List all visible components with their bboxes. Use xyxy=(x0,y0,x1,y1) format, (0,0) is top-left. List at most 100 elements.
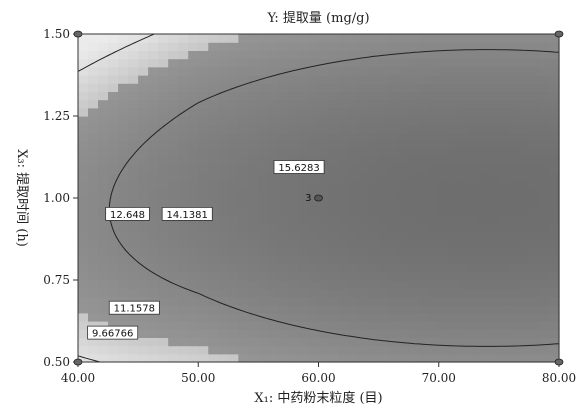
heatmap-cell xyxy=(158,353,169,363)
heatmap-cell xyxy=(378,345,390,355)
heatmap-cell xyxy=(408,58,420,68)
heatmap-cell xyxy=(298,75,310,84)
heatmap-cell xyxy=(428,345,440,355)
heatmap-cell xyxy=(538,353,550,363)
heatmap-cell xyxy=(338,66,350,76)
heatmap-cell xyxy=(148,263,159,273)
heatmap-cell xyxy=(158,296,169,306)
heatmap-cell xyxy=(158,321,169,330)
heatmap-cell xyxy=(88,75,99,84)
heatmap-cell xyxy=(508,34,520,43)
heatmap-cell xyxy=(438,99,450,109)
heatmap-cell xyxy=(338,107,350,117)
heatmap-cell xyxy=(438,304,450,314)
heatmap-cell xyxy=(118,157,129,166)
heatmap-cell xyxy=(328,173,340,183)
heatmap-cell xyxy=(78,91,89,101)
heatmap-cell xyxy=(128,157,139,166)
heatmap-cell xyxy=(328,165,340,174)
heatmap-cell xyxy=(548,91,560,101)
heatmap-cell xyxy=(388,50,400,60)
heatmap-cell xyxy=(178,148,189,158)
heatmap-cell xyxy=(408,148,420,158)
heatmap-cell xyxy=(518,157,530,166)
heatmap-cell xyxy=(448,58,460,68)
heatmap-cell xyxy=(98,42,109,51)
heatmap-cell xyxy=(338,337,350,347)
heatmap-cell xyxy=(328,148,340,158)
heatmap-cell xyxy=(158,329,169,338)
heatmap-cell xyxy=(258,173,269,183)
heatmap-cell xyxy=(108,116,119,125)
heatmap-cell xyxy=(188,321,199,330)
heatmap-cell xyxy=(248,280,259,289)
heatmap-cell xyxy=(288,239,300,248)
heatmap-cell xyxy=(188,239,199,248)
heatmap-cell xyxy=(508,58,520,68)
heatmap-cell xyxy=(288,198,300,207)
heatmap-cell xyxy=(518,91,530,101)
heatmap-cell xyxy=(168,312,179,322)
heatmap-cell xyxy=(528,198,540,207)
heatmap-cell xyxy=(128,50,139,60)
heatmap-cell xyxy=(228,353,239,363)
heatmap-cell xyxy=(538,173,550,183)
heatmap-cell xyxy=(518,165,530,174)
heatmap-cell xyxy=(288,230,300,240)
heatmap-cell xyxy=(148,91,159,101)
heatmap-cell xyxy=(478,329,490,338)
heatmap-cell xyxy=(518,50,530,60)
heatmap-cell xyxy=(488,50,500,60)
heatmap-cell xyxy=(488,165,500,174)
heatmap-cell xyxy=(168,124,179,133)
heatmap-cell xyxy=(88,148,99,158)
heatmap-cell xyxy=(358,353,370,363)
heatmap-cell xyxy=(458,239,470,248)
heatmap-cell xyxy=(188,304,199,314)
heatmap-cell xyxy=(148,280,159,289)
heatmap-cell xyxy=(378,247,390,256)
heatmap-cell xyxy=(488,140,500,150)
heatmap-cell xyxy=(138,173,149,183)
heatmap-cell xyxy=(358,304,370,314)
heatmap-cell xyxy=(488,214,500,224)
heatmap-cell xyxy=(188,181,199,191)
heatmap-cell xyxy=(208,206,219,215)
heatmap-cell xyxy=(368,181,380,191)
heatmap-cell xyxy=(118,337,129,347)
heatmap-cell xyxy=(508,304,520,314)
heatmap-cell xyxy=(218,312,229,322)
heatmap-cell xyxy=(388,321,400,330)
heatmap-cell xyxy=(128,107,139,117)
heatmap-cell xyxy=(148,140,159,150)
heatmap-cell xyxy=(328,83,340,92)
heatmap-cell xyxy=(178,165,189,174)
heatmap-cell xyxy=(408,214,420,224)
heatmap-cell xyxy=(438,263,450,273)
heatmap-cell xyxy=(168,255,179,265)
heatmap-cell xyxy=(508,353,520,363)
heatmap-cell xyxy=(328,75,340,84)
heatmap-cell xyxy=(228,321,239,330)
heatmap-cell xyxy=(168,66,179,76)
heatmap-cell xyxy=(408,239,420,248)
heatmap-cell xyxy=(428,58,440,68)
heatmap-cell xyxy=(148,230,159,240)
heatmap-cell xyxy=(218,271,229,281)
heatmap-cell xyxy=(268,148,280,158)
heatmap-cell xyxy=(138,107,149,117)
heatmap-cell xyxy=(518,66,530,76)
heatmap-cell xyxy=(238,198,249,207)
heatmap-cell xyxy=(338,91,350,101)
heatmap-cell xyxy=(548,222,560,232)
heatmap-cell xyxy=(338,353,350,363)
heatmap-cell xyxy=(378,206,390,215)
heatmap-cell xyxy=(248,189,259,199)
heatmap-cell xyxy=(348,255,360,265)
heatmap-cell xyxy=(88,239,99,248)
heatmap-cell xyxy=(278,247,290,256)
heatmap-cell xyxy=(438,222,450,232)
heatmap-cell xyxy=(368,173,380,183)
heatmap-cell xyxy=(168,132,179,142)
heatmap-cell xyxy=(278,58,290,68)
